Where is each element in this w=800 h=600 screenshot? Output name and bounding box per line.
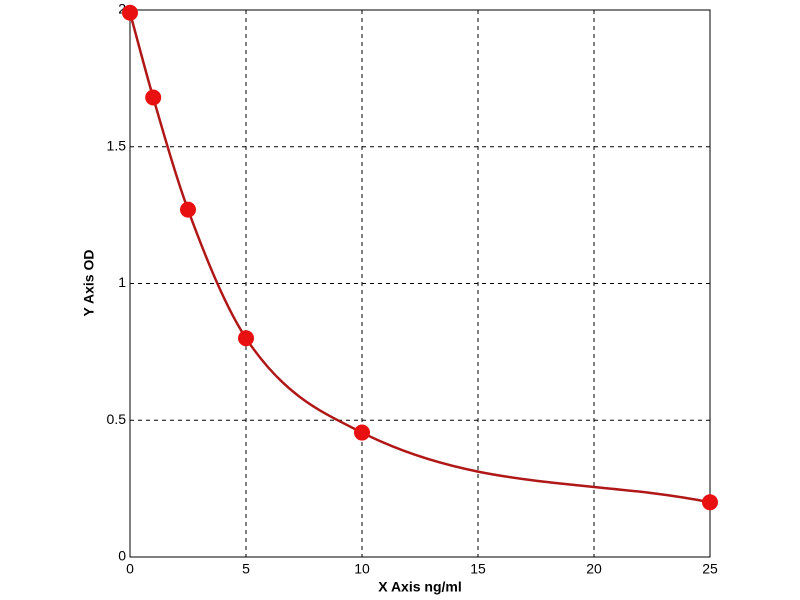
data-point <box>145 89 162 106</box>
data-point <box>238 330 254 347</box>
fit-line <box>128 12 711 504</box>
x-axis-title: X Axis ng/ml <box>378 579 462 595</box>
y-tick-label: 2 <box>118 1 126 17</box>
y-tick-label: 1 <box>118 274 126 290</box>
x-tick-label: 20 <box>586 561 602 577</box>
data-point <box>180 201 196 218</box>
y-tick-label: 1.5 <box>107 137 127 153</box>
plot-frame <box>129 9 711 558</box>
data-point <box>354 424 370 441</box>
data-point <box>702 494 718 511</box>
x-tick-label: 5 <box>242 561 250 577</box>
x-tick-label: 25 <box>702 561 718 577</box>
y-tick-label: 0 <box>118 548 126 564</box>
y-tick-label: 0.5 <box>107 411 127 427</box>
x-tick-label: 15 <box>470 561 486 577</box>
x-tick-label: 10 <box>354 561 370 577</box>
x-tick-label: 0 <box>126 561 134 577</box>
y-axis-title: Y Axis OD <box>81 250 97 317</box>
data-point <box>122 4 138 21</box>
